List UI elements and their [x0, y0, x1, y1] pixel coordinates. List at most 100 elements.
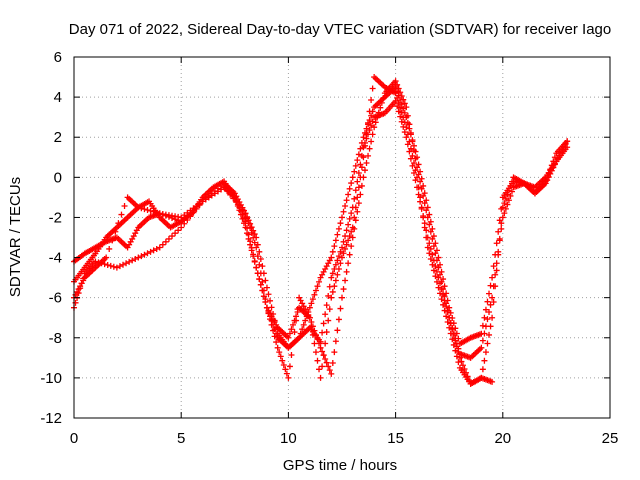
data-point	[250, 253, 257, 260]
data-point	[404, 112, 411, 119]
data-point	[147, 248, 154, 255]
data-point	[369, 85, 376, 92]
data-point	[397, 113, 404, 120]
data-point	[293, 317, 300, 324]
data-point	[116, 263, 123, 270]
data-point	[345, 191, 352, 198]
data-point	[365, 119, 372, 126]
data-point	[414, 164, 421, 171]
data-point	[343, 197, 350, 204]
data-point	[138, 253, 145, 260]
data-point	[466, 377, 473, 384]
data-point	[444, 319, 451, 326]
data-point	[501, 200, 508, 207]
data-point	[446, 324, 453, 331]
data-point	[273, 339, 280, 346]
data-point	[455, 349, 462, 356]
data-point	[551, 154, 558, 161]
data-point	[340, 250, 347, 257]
data-point	[248, 247, 255, 254]
data-point	[294, 306, 301, 313]
data-point	[335, 225, 342, 232]
data-point	[271, 333, 278, 340]
data-point	[267, 297, 274, 304]
data-point	[262, 277, 269, 284]
data-point	[542, 178, 549, 185]
data-point	[345, 260, 352, 267]
data-point	[282, 366, 289, 373]
data-point	[352, 217, 359, 224]
data-point	[343, 268, 350, 275]
data-point	[424, 244, 431, 251]
data-point	[452, 347, 459, 354]
data-point	[499, 214, 506, 221]
data-point	[427, 228, 434, 235]
data-point	[337, 220, 344, 227]
data-point	[144, 250, 151, 257]
data-point	[285, 334, 292, 341]
data-point	[361, 167, 368, 174]
data-point	[492, 271, 499, 278]
data-point	[107, 262, 114, 269]
data-point	[346, 251, 353, 258]
data-point	[299, 326, 306, 333]
data-point	[352, 204, 359, 211]
x-tick-label: 15	[387, 430, 404, 447]
data-point	[443, 313, 450, 320]
data-point	[363, 131, 370, 138]
data-point	[288, 351, 295, 358]
data-point	[484, 316, 491, 323]
data-point	[300, 321, 307, 328]
data-point	[401, 100, 408, 107]
data-point	[322, 355, 329, 362]
data-point	[325, 363, 332, 370]
data-point	[478, 344, 485, 351]
data-point	[340, 238, 347, 245]
data-point	[211, 190, 218, 197]
data-point	[412, 155, 419, 162]
data-point	[355, 170, 362, 177]
data-point	[280, 361, 287, 368]
data-point	[502, 195, 509, 202]
data-point	[326, 306, 333, 313]
data-point	[426, 221, 433, 228]
data-point	[490, 263, 497, 270]
data-point	[289, 321, 296, 328]
data-point	[410, 147, 417, 154]
data-point	[311, 327, 318, 334]
data-point	[355, 184, 362, 191]
data-point	[337, 260, 344, 267]
axis-ticks: 0 5 10 15 20 25 -12 -10 -8 -6 -4 -2 0 2 4 6	[40, 49, 618, 447]
data-point	[236, 207, 243, 214]
data-point	[141, 251, 148, 258]
data-point	[306, 314, 313, 321]
data-point	[308, 300, 315, 307]
data-point	[340, 208, 347, 215]
data-point	[489, 314, 496, 321]
data-point	[277, 353, 284, 360]
data-point	[394, 103, 401, 110]
data-point	[433, 257, 440, 264]
data-point	[366, 108, 373, 115]
data-point	[354, 208, 361, 215]
data-point	[162, 238, 169, 245]
data-point	[423, 234, 430, 241]
data-point	[270, 327, 277, 334]
data-point	[322, 311, 329, 318]
y-tick-label: -2	[49, 209, 62, 226]
data-point	[358, 182, 365, 189]
data-point	[348, 243, 355, 250]
data-point	[409, 138, 416, 145]
data-point	[283, 370, 290, 377]
data-point	[329, 270, 336, 277]
data-point	[403, 104, 410, 111]
data-point	[481, 357, 488, 364]
data-point	[112, 228, 119, 235]
data-point	[418, 204, 425, 211]
data-point	[410, 160, 417, 167]
data-point	[332, 277, 339, 284]
data-point	[447, 309, 454, 316]
data-point	[346, 215, 353, 222]
data-point	[153, 245, 160, 252]
